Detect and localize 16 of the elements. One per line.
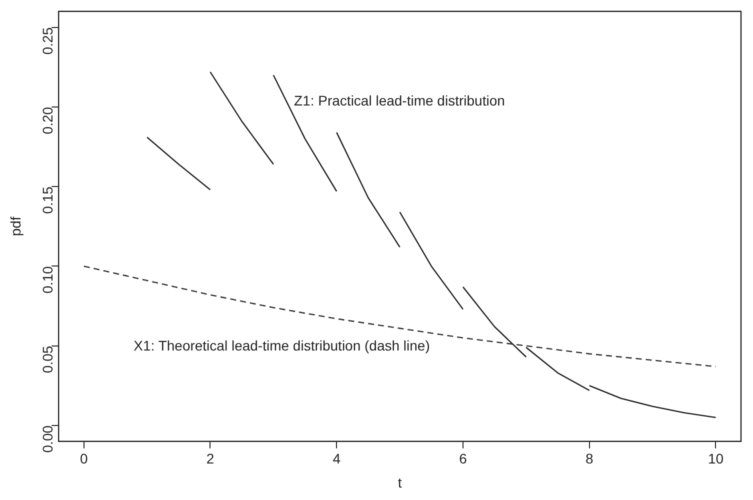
y-tick-label: 0.10 [39,266,56,294]
y-tick-label: 0.00 [39,425,56,453]
y-tick-label: 0.15 [39,186,56,214]
y-tick-label: 0.25 [39,27,56,55]
x-tick-label: 10 [708,450,724,467]
y-axis-title: pdf [7,216,24,236]
annotation: Z1: Practical lead-time distribution [294,92,505,109]
annotation: X1: Theoretical lead-time distribution (dash line) [134,338,430,354]
y-tick-label: 0.20 [39,106,56,134]
x-tick-label: 8 [585,450,594,467]
x-tick-label: 6 [459,450,468,467]
x-tick-label: 0 [80,450,88,467]
y-tick-label: 0.05 [39,346,56,374]
x-tick-label: 2 [206,450,214,467]
x-tick-label: 4 [332,450,341,467]
x-axis-title: t [398,474,402,490]
